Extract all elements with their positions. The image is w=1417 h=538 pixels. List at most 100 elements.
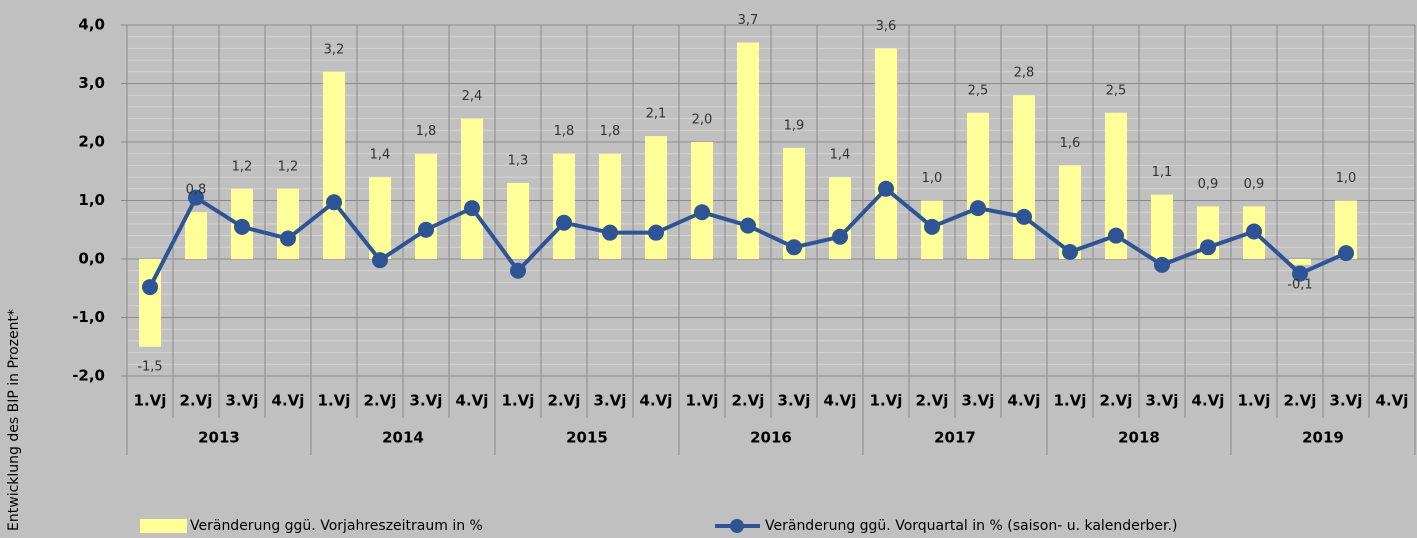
bar (599, 153, 621, 259)
x-tick-label: 4.Vj (456, 392, 489, 410)
x-tick-label: 4.Vj (640, 392, 673, 410)
line-marker (1108, 227, 1124, 244)
line-marker (234, 218, 250, 235)
line-marker (694, 204, 710, 221)
x-tick-label: 1.Vj (318, 392, 351, 410)
bar (369, 177, 391, 259)
value-label: 2,0 (692, 113, 713, 128)
line-marker (1246, 223, 1262, 240)
value-label: 1,8 (554, 124, 575, 139)
x-tick-label: 1.Vj (502, 392, 535, 410)
value-label: 0,9 (1244, 177, 1265, 192)
bar (323, 71, 345, 259)
legend-label: Veränderung ggü. Vorquartal in % (saison… (765, 518, 1177, 534)
y-tick-label: 0,0 (78, 250, 105, 268)
line-marker (556, 214, 572, 231)
legend-swatch (140, 519, 187, 533)
x-tick-label: 1.Vj (1054, 392, 1087, 410)
line-marker (740, 217, 756, 234)
x-tick-label: 3.Vj (1146, 392, 1179, 410)
bar (737, 42, 759, 259)
y-tick-label: 2,0 (78, 133, 105, 151)
line-marker (832, 228, 848, 245)
value-label: 1,0 (922, 171, 943, 186)
line-marker (464, 200, 480, 217)
bar (783, 147, 805, 259)
x-tick-label: 4.Vj (272, 392, 305, 410)
value-label: 1,4 (370, 148, 391, 163)
value-label: 1,2 (278, 159, 299, 174)
value-label: -1,5 (137, 359, 162, 374)
y-axis-label: Entwicklung des BIP in Prozent* (6, 309, 22, 531)
value-label: 1,1 (1152, 165, 1173, 180)
line-marker (878, 180, 894, 197)
bar (1059, 165, 1081, 259)
y-tick-label: -1,0 (72, 308, 105, 326)
legend-label: Veränderung ggü. Vorjahreszeitraum in % (190, 518, 483, 534)
value-label: 3,6 (876, 19, 897, 34)
legend-marker (730, 519, 744, 533)
x-tick-label: 1.Vj (870, 392, 903, 410)
value-label: 1,3 (508, 153, 529, 168)
x-tick-label: 1.Vj (686, 392, 719, 410)
x-tick-label: 2.Vj (1284, 392, 1317, 410)
line-marker (602, 224, 618, 241)
x-tick-label: 3.Vj (226, 392, 259, 410)
value-label: 1,9 (784, 118, 805, 133)
line-marker (510, 262, 526, 279)
bar (1335, 200, 1357, 259)
value-label: 2,1 (646, 107, 667, 122)
value-label: -0,1 (1287, 277, 1312, 292)
line-marker (280, 230, 296, 247)
line-marker (1338, 245, 1354, 262)
x-tick-label: 3.Vj (410, 392, 443, 410)
value-label: 2,5 (968, 83, 989, 98)
x-tick-label: 2.Vj (732, 392, 765, 410)
bar (829, 177, 851, 259)
value-label: 3,7 (738, 13, 759, 28)
year-label: 2014 (382, 429, 424, 447)
line-marker (1016, 208, 1032, 225)
value-label: 0,8 (186, 183, 207, 198)
bar (1151, 194, 1173, 259)
bar (691, 142, 713, 259)
line-marker (1292, 265, 1308, 282)
x-tick-label: 4.Vj (824, 392, 857, 410)
x-tick-label: 2.Vj (1100, 392, 1133, 410)
year-label: 2013 (198, 429, 240, 447)
x-tick-label: 2.Vj (364, 392, 397, 410)
value-label: 1,6 (1060, 136, 1081, 151)
line-marker (188, 189, 204, 206)
bar (875, 48, 897, 260)
value-label: 2,4 (462, 89, 483, 104)
value-label: 1,2 (232, 159, 253, 174)
bar (1105, 112, 1127, 259)
x-tick-label: 1.Vj (1238, 392, 1271, 410)
value-label: 2,8 (1014, 66, 1035, 81)
value-label: 2,5 (1106, 83, 1127, 98)
bar (185, 212, 207, 259)
line-marker (1062, 243, 1078, 260)
bar (507, 182, 529, 259)
year-label: 2019 (1302, 429, 1344, 447)
year-label: 2016 (750, 429, 792, 447)
line-marker (418, 221, 434, 238)
x-tick-label: 4.Vj (1008, 392, 1041, 410)
bar (553, 153, 575, 259)
y-tick-label: -2,0 (72, 367, 105, 385)
x-tick-label: 3.Vj (1330, 392, 1363, 410)
bar (415, 153, 437, 259)
bar (1289, 259, 1311, 265)
x-tick-label: 3.Vj (962, 392, 995, 410)
y-tick-label: 1,0 (78, 191, 105, 209)
x-tick-label: 1.Vj (134, 392, 167, 410)
value-label: 1,4 (830, 148, 851, 163)
bar (461, 118, 483, 259)
value-label: 0,9 (1198, 177, 1219, 192)
line-marker (326, 194, 342, 211)
bar (967, 112, 989, 259)
year-label: 2017 (934, 429, 976, 447)
x-tick-label: 2.Vj (180, 392, 213, 410)
value-label: 1,8 (416, 124, 437, 139)
